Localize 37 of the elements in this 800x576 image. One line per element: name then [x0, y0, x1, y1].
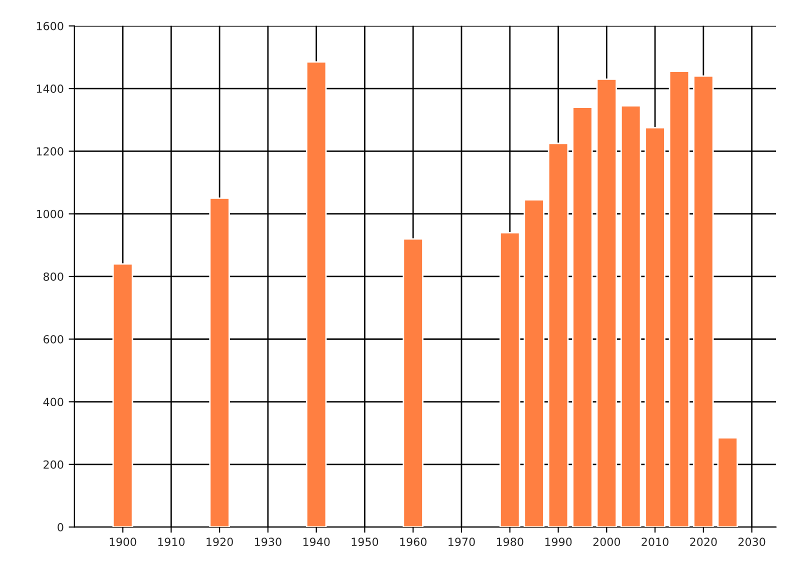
- y-tick-label: 1400: [36, 84, 64, 93]
- y-tick-label: 600: [44, 335, 64, 344]
- x-tick-label: 1970: [448, 538, 475, 546]
- y-tick-label: 1000: [36, 210, 64, 218]
- y-tick-label: 1600: [36, 22, 64, 30]
- x-tick-label: 1950: [352, 538, 378, 546]
- x-tick-label: 2010: [642, 538, 668, 546]
- x-tick-label: 1920: [206, 538, 233, 546]
- x-tick-label: 2030: [738, 538, 766, 546]
- bar: [500, 232, 520, 528]
- bar: [524, 199, 544, 528]
- bar: [572, 106, 593, 528]
- bar: [717, 437, 738, 528]
- x-tick-label: 1900: [110, 538, 136, 546]
- bar: [620, 105, 642, 528]
- y-tick-label: 800: [44, 272, 64, 281]
- x-tick-label: 2000: [593, 538, 620, 546]
- bar: [306, 61, 327, 528]
- bar: [596, 78, 618, 528]
- bar: [402, 238, 424, 528]
- x-tick-label: 1980: [496, 538, 524, 546]
- bar: [668, 70, 690, 528]
- x-tick-label: 2020: [690, 538, 717, 546]
- y-tick-label: 0: [58, 523, 64, 532]
- x-tick-label: 1960: [400, 538, 427, 546]
- bar: [644, 127, 666, 528]
- x-tick-label: 1990: [545, 538, 572, 546]
- x-tick-label: 1930: [255, 538, 282, 546]
- y-tick-label: 400: [43, 398, 64, 406]
- y-tick-label: 1200: [36, 147, 64, 156]
- bar: [112, 263, 134, 528]
- y-tick-label: 200: [44, 460, 64, 469]
- bar: [693, 75, 714, 528]
- x-tick-label: 1910: [158, 538, 185, 546]
- bar: [209, 197, 230, 528]
- x-tick-label: 1940: [303, 538, 330, 546]
- bar: [548, 142, 569, 528]
